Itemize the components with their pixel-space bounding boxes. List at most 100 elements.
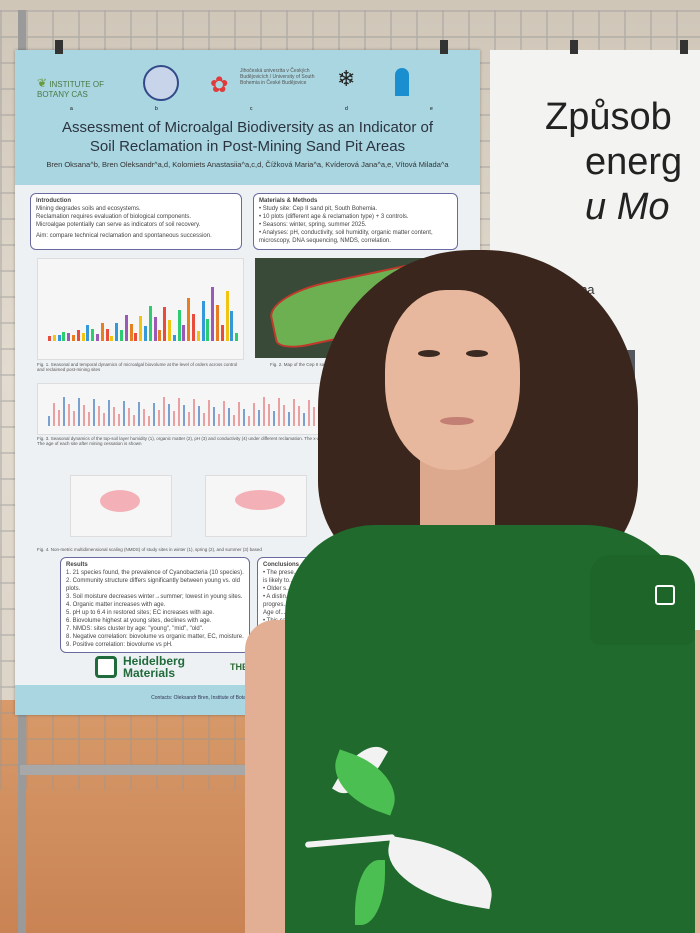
chart-bar [225, 290, 229, 341]
chart-bar [115, 322, 119, 341]
chart-bar [144, 326, 147, 341]
list-line: 4. Organic matter increases with age. [66, 602, 166, 608]
chart-bar [201, 300, 205, 341]
poster-authors: Bren Oksana^b, Bren Oleksandr^a,d, Kolom… [46, 160, 449, 169]
chart-bar [177, 309, 181, 341]
chart-bar [148, 416, 150, 426]
list-line: • Older s... [263, 586, 292, 592]
chart-bar [67, 333, 71, 341]
chart-bar [230, 311, 234, 341]
introduction-box: Introduction Mining degrades soils and e… [30, 193, 242, 250]
chart-bar [223, 401, 225, 426]
nmds-cluster [100, 490, 140, 512]
chart-bar [110, 335, 114, 341]
chart-bar [128, 408, 130, 426]
lips [440, 417, 474, 425]
chart-bar [83, 405, 85, 426]
chart-bar [173, 411, 175, 426]
chart-bar [81, 332, 85, 341]
snowflake-logo: ❄ [337, 66, 356, 91]
chart-bar [213, 407, 215, 426]
chart-bar [208, 400, 210, 426]
chart-bar [93, 399, 95, 426]
chart-bar [62, 332, 66, 341]
chart-bar [153, 317, 157, 341]
poster-header: ❦ INSTITUTE OF BOTANY CAS ✿ Jihočeská un… [15, 50, 480, 185]
chart-bar [53, 403, 55, 426]
chart-bar [182, 324, 186, 341]
chart-bar [308, 400, 310, 426]
chart-bar [108, 400, 110, 426]
heidelberg-materials-logo: Heidelberg Materials [123, 654, 186, 680]
list-line: 3. Soil moisture decreases winter→summer… [66, 594, 243, 600]
chart-bar [57, 335, 61, 341]
chart-bar [120, 330, 123, 341]
list-line: 2. Community structure differs significa… [66, 578, 240, 592]
chart-bar [48, 336, 51, 341]
chart-bar [129, 323, 133, 341]
poster-title: Assessment of Microalgal Biodiversity as… [62, 119, 433, 155]
poster-clip [55, 40, 63, 54]
chart-bar [168, 404, 170, 426]
person-face [385, 290, 520, 470]
poster-clip [570, 40, 578, 54]
list-line: progres... [263, 602, 289, 608]
methods-box: Materials & Methods • Study site: Cep II… [253, 193, 458, 250]
sleeve-logo-icon [655, 585, 675, 605]
chart-bar [218, 414, 220, 426]
list-line: 5. pH up to 6.4 in restored sites; EC in… [66, 610, 215, 616]
chart-bar [303, 413, 305, 426]
list-line: is likely to... [263, 578, 295, 584]
display-stand-bar [20, 765, 290, 775]
chart-bar [158, 329, 162, 341]
chart-bar [192, 313, 195, 341]
chart-bar [178, 398, 180, 426]
chart-bar [91, 328, 95, 341]
list-line: 7. NMDS: sites cluster by age: "young", … [66, 626, 204, 632]
chart-bar [103, 413, 105, 426]
partner-logo [395, 68, 409, 96]
figure-1-bar-chart [37, 258, 244, 360]
chart-bar [203, 413, 205, 426]
chart-bar [73, 411, 75, 426]
list-line: 1. 21 species found, the prevalence of C… [66, 570, 244, 576]
chart-bar [168, 320, 171, 341]
university-seal-logo [143, 65, 179, 101]
institute-logo: ❦ INSTITUTE OF BOTANY CAS [37, 76, 104, 99]
chart-bar [118, 414, 120, 426]
chart-bar [253, 403, 255, 426]
list-line: Age of... [263, 610, 286, 616]
results-box: Results 1. 21 species found, the prevale… [60, 557, 250, 653]
nmds-cluster [235, 490, 285, 510]
chart-bar [158, 410, 160, 426]
chart-bar [68, 404, 70, 426]
right-eye [466, 350, 488, 357]
chart-bar [248, 416, 250, 426]
chart-bar [216, 305, 219, 341]
jcu-logo: ✿ [210, 72, 229, 97]
chart-bar [58, 410, 60, 426]
list-line: • The prese... [263, 570, 299, 576]
chart-bar [134, 333, 138, 341]
chart-bar [105, 328, 109, 341]
chart-bar [138, 402, 140, 426]
chart-bar [313, 407, 315, 426]
chart-bar [258, 410, 260, 426]
chart-bar [88, 412, 90, 426]
chart-bar [196, 330, 200, 341]
chart-bar [243, 409, 245, 426]
list-line: • A distin... [263, 594, 291, 600]
chart-bar [113, 407, 115, 426]
poster-clip [680, 40, 688, 54]
left-eye [418, 350, 440, 357]
chart-bar [153, 403, 155, 426]
chart-bar [63, 397, 65, 426]
chart-bar [283, 405, 285, 426]
chart-bar [124, 315, 128, 341]
chart-bar [86, 324, 90, 341]
chart-bar [263, 397, 265, 426]
list-line: 9. Positive correlation: biovolume vs pH… [66, 642, 173, 648]
chart-bar [220, 325, 224, 341]
chart-bar [193, 399, 195, 426]
chart-bar [233, 415, 235, 426]
